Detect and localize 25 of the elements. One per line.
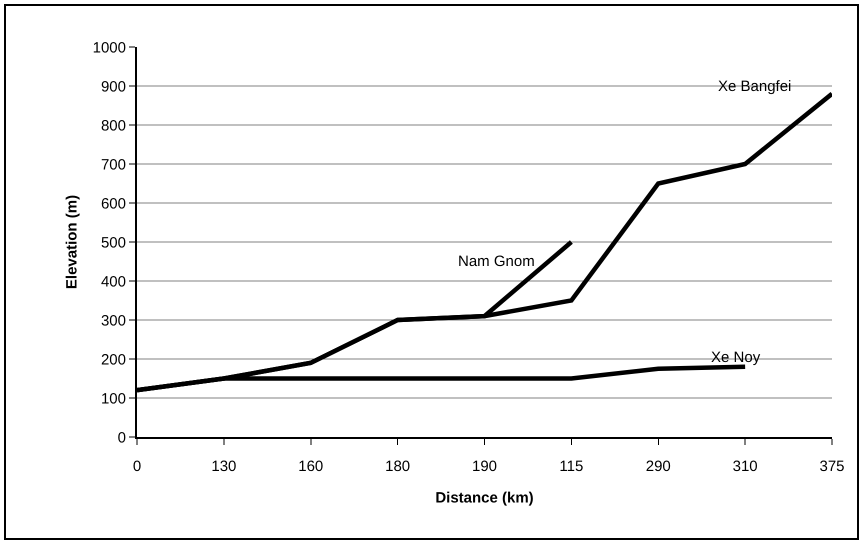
y-tick-label: 1000 bbox=[92, 39, 126, 56]
series-label: Nam Gnom bbox=[458, 253, 535, 270]
y-tick-label: 100 bbox=[100, 390, 126, 408]
y-tick-label: 600 bbox=[100, 195, 126, 212]
x-tick-label: 190 bbox=[472, 458, 498, 475]
x-tick-label: 0 bbox=[132, 458, 142, 475]
x-axis-title: Distance (km) bbox=[435, 490, 534, 506]
x-tick-label: 180 bbox=[385, 458, 410, 475]
y-tick-label: 700 bbox=[100, 156, 126, 174]
y-tick-label: 200 bbox=[100, 351, 126, 368]
y-tick-label: 900 bbox=[100, 78, 126, 96]
x-tick-label: 160 bbox=[298, 458, 324, 475]
x-tick-label: 290 bbox=[646, 458, 671, 475]
y-tick-label: 500 bbox=[100, 234, 126, 252]
series-label: Xe Bangfei bbox=[718, 78, 792, 95]
y-tick-label: 800 bbox=[100, 117, 126, 134]
x-tick-label: 130 bbox=[211, 458, 236, 475]
x-tick-label: 375 bbox=[819, 458, 845, 475]
series-label: Xe Noy bbox=[711, 349, 761, 366]
y-axis-title: Elevation (m) bbox=[63, 194, 80, 290]
y-tick-label: 400 bbox=[100, 273, 126, 290]
y-tick-label: 0 bbox=[118, 429, 126, 446]
y-tick-label: 300 bbox=[100, 312, 126, 330]
x-tick-label: 310 bbox=[732, 458, 758, 475]
x-tick-label: 115 bbox=[559, 458, 584, 475]
